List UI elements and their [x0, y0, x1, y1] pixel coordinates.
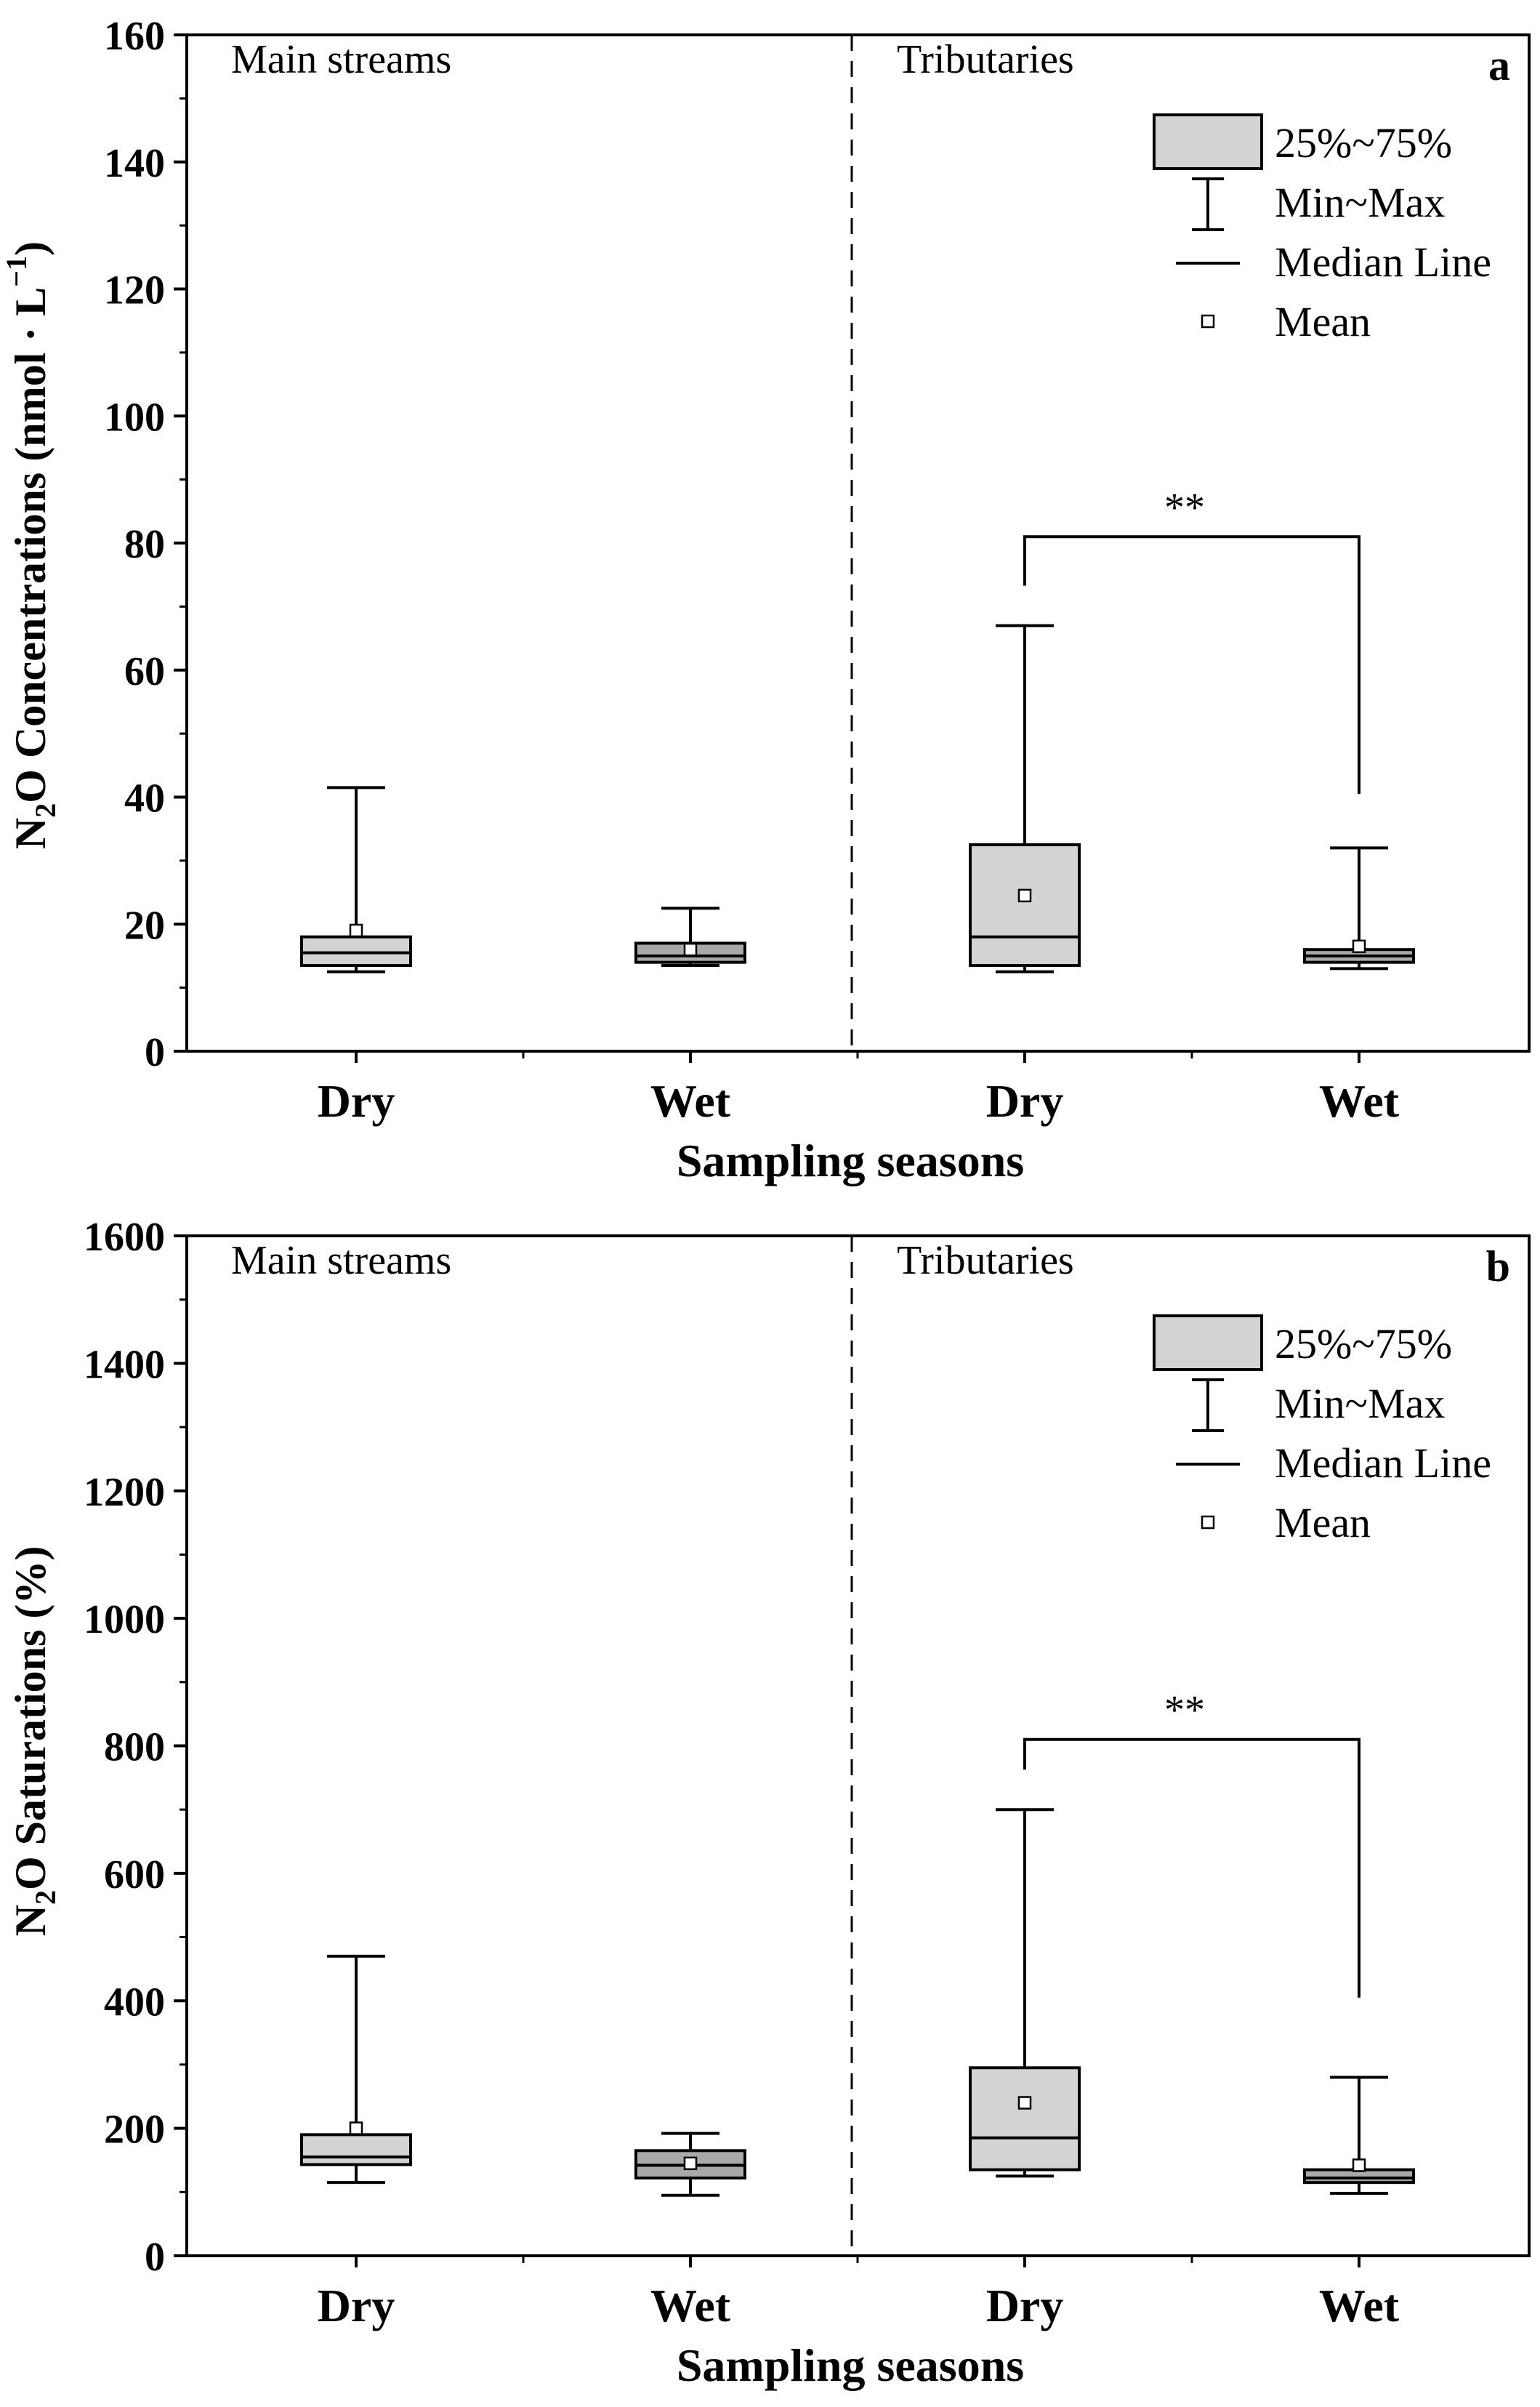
- box-main-streams-wet: [634, 907, 746, 968]
- y-tick-label: 20: [124, 903, 165, 948]
- mean-marker: [683, 2156, 698, 2171]
- panel-letter: b: [1486, 1242, 1510, 1290]
- box-iqr: [300, 2133, 412, 2166]
- legend-box-swatch: [1153, 1314, 1263, 1371]
- region-label-main-streams: Main streams: [231, 37, 451, 82]
- chart-panel-b: 0 200 400 600 800 1000 1200 1400 1600 Dry Wet Dry We…: [7, 1215, 1531, 2391]
- legend-label-median: Median Line: [1275, 1439, 1491, 1487]
- significance-bracket: [1023, 535, 1360, 795]
- x-tick-label-wet: Wet: [650, 2280, 731, 2331]
- mean-marker: [349, 923, 363, 938]
- legend: 25%~75% Min~Max Median Line Mean: [1153, 113, 1491, 345]
- legend-box-swatch: [1153, 113, 1263, 170]
- y-tick-label: 160: [104, 14, 165, 59]
- region-label-main-streams: Main streams: [231, 1238, 451, 1283]
- y-axis-title-main: N: [7, 818, 55, 849]
- y-axis-title-rest: O Concentrations (nmol · L: [7, 287, 55, 803]
- legend-mean-swatch: [1201, 314, 1215, 329]
- mean-marker: [349, 2121, 363, 2135]
- box-iqr: [300, 935, 412, 968]
- x-tick-label-dry: Dry: [318, 1075, 395, 1127]
- x-tick-label-dry: Dry: [318, 2280, 395, 2331]
- x-tick-label-dry: Dry: [986, 1075, 1064, 1127]
- y-axis-title-sub: 2: [29, 1890, 62, 1905]
- y-tick-label: 120: [104, 268, 165, 313]
- y-axis-title: N2O Saturations (%): [7, 1546, 62, 1937]
- mean-marker: [1017, 888, 1032, 903]
- significance-label: **: [1164, 485, 1205, 530]
- legend-label-mean: Mean: [1275, 298, 1371, 345]
- box-main-streams-dry: [300, 1954, 412, 2185]
- x-tick-label-wet: Wet: [1319, 1075, 1400, 1127]
- significance-label: **: [1164, 1688, 1205, 1733]
- box-main-streams-dry: [300, 786, 412, 973]
- box-tributaries-dry: [969, 1808, 1081, 2178]
- y-tick-label: 100: [104, 395, 165, 440]
- region-label-tributaries: Tributaries: [897, 1238, 1074, 1283]
- legend-label-iqr: 25%~75%: [1275, 119, 1452, 166]
- box-iqr: [969, 843, 1081, 968]
- y-axis-title-sup: −1: [0, 256, 33, 287]
- mean-marker: [1352, 939, 1366, 954]
- box-tributaries-dry: [969, 624, 1081, 973]
- legend-label-median: Median Line: [1275, 238, 1491, 286]
- box-tributaries-wet: [1303, 2076, 1415, 2195]
- y-axis-title-rest: O Saturations (%): [7, 1546, 55, 1890]
- legend-mean-swatch: [1201, 1515, 1215, 1530]
- y-axis-title-end: ): [7, 241, 55, 256]
- y-tick-label: 400: [104, 1980, 165, 2025]
- y-tick-label: 1200: [84, 1470, 165, 1515]
- y-tick-label: 140: [104, 141, 165, 186]
- panel-letter: a: [1488, 41, 1510, 89]
- y-tick-label: 0: [145, 1030, 165, 1075]
- region-label-tributaries: Tributaries: [897, 37, 1074, 82]
- significance-bracket: [1023, 1737, 1360, 1998]
- y-axis-title-main: N: [7, 1905, 55, 1936]
- y-tick-label: 1000: [84, 1597, 165, 1642]
- y-axis-title: N2O Concentrations (nmol · L−1): [0, 241, 62, 849]
- y-tick-label: 80: [124, 522, 165, 567]
- x-axis-title: Sampling seasons: [677, 1135, 1024, 1186]
- mean-marker: [683, 942, 698, 957]
- x-tick-label-wet: Wet: [650, 1075, 731, 1127]
- mean-marker: [1017, 2096, 1032, 2110]
- legend-label-mean: Mean: [1275, 1499, 1371, 1546]
- y-tick-label: 1600: [84, 1215, 165, 1260]
- y-tick-label: 800: [104, 1725, 165, 1770]
- box-main-streams-wet: [634, 2131, 746, 2197]
- y-axis-title-sub: 2: [29, 803, 62, 818]
- x-tick-label-dry: Dry: [986, 2280, 1064, 2331]
- x-tick-label-wet: Wet: [1319, 2280, 1400, 2331]
- box-iqr: [969, 2066, 1081, 2171]
- y-tick-label: 40: [124, 776, 165, 821]
- y-tick-label: 0: [145, 2235, 165, 2280]
- y-tick-label: 600: [104, 1852, 165, 1897]
- mean-marker: [1352, 2158, 1366, 2172]
- x-axis-title: Sampling seasons: [677, 2339, 1024, 2391]
- y-tick-label: 200: [104, 2107, 165, 2153]
- legend: 25%~75% Min~Max Median Line Mean: [1153, 1314, 1491, 1546]
- legend-label-iqr: 25%~75%: [1275, 1320, 1452, 1367]
- box-tributaries-wet: [1303, 846, 1415, 971]
- legend-label-min-max: Min~Max: [1275, 1380, 1445, 1427]
- y-tick-label: 60: [124, 649, 165, 694]
- legend-label-min-max: Min~Max: [1275, 179, 1445, 226]
- chart-panel-a: 0 20 40 60 80 100 120 140 160 Dry Wet Dry Wet Samplin…: [0, 14, 1531, 1186]
- y-tick-label: 1400: [84, 1342, 165, 1387]
